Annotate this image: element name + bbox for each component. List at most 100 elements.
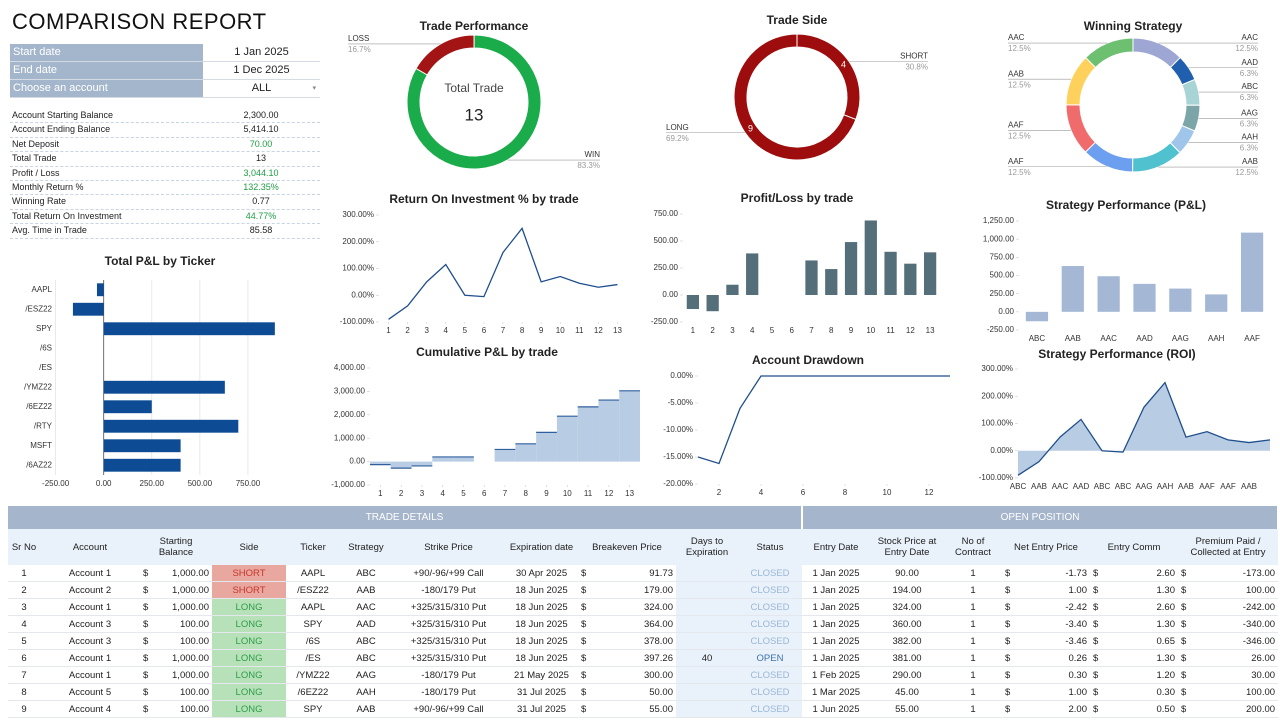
x-tick-label: 7 (501, 326, 506, 335)
table-cell: 290.00 (870, 666, 944, 684)
currency-symbol: $ (1005, 703, 1011, 715)
currency-symbol: $ (1181, 584, 1187, 596)
cell-value: 0.30 (1068, 669, 1088, 681)
slice-name: LONG (666, 123, 689, 132)
cell-value: 55.00 (649, 703, 673, 715)
slice-percent: 12.5% (1008, 168, 1031, 177)
money-cell: $0.50 (1093, 704, 1175, 715)
table-cell: $100.00 (1178, 683, 1279, 701)
cell-value: 18 Jun 2025 (515, 584, 568, 596)
column-header: Entry Comm (1090, 529, 1178, 565)
table-cell (676, 581, 738, 599)
currency-symbol: $ (1005, 669, 1011, 681)
cell-value: -346.00 (1242, 635, 1276, 647)
chart-title: Winning Strategy (1084, 19, 1183, 33)
cell-value: 1.00 (1068, 584, 1088, 596)
money-cell: $ -3.46 (1005, 636, 1087, 647)
column-header: Ticker (286, 529, 340, 565)
currency-symbol: $ (1093, 618, 1099, 630)
chart-title: Strategy Performance (P&L) (1046, 198, 1206, 212)
money-cell: $55.00 (581, 704, 673, 715)
bar (923, 252, 937, 295)
cell-value: -173.00 (1242, 567, 1276, 579)
money-cell: $1.00 (1005, 585, 1087, 596)
table-cell: +325/315/310 Put (392, 649, 505, 667)
table-cell: $ -1.73 (1002, 565, 1090, 582)
stat-row: Profit / Loss 3,044.10 (10, 167, 320, 181)
table-cell: CLOSED (738, 581, 802, 599)
x-tick-label: 5 (461, 489, 466, 498)
x-tick-label: ABC (1115, 482, 1132, 491)
slice-percent: 69.2% (666, 134, 689, 143)
area (1018, 382, 1270, 476)
cell-value: LONG (235, 686, 263, 698)
table-cell: CLOSED (738, 666, 802, 684)
table-cell: /ESZ22 (286, 581, 340, 599)
bar (825, 269, 838, 295)
donut-slice (796, 33, 861, 121)
cell-value: 1 (21, 567, 27, 579)
y-tick-label: -20.00% (663, 479, 693, 488)
table-cell: $100.00 (140, 683, 212, 701)
y-tick-label: -5.00% (668, 398, 693, 407)
currency-symbol: $ (1093, 686, 1099, 698)
chart-title: Strategy Performance (ROI) (1038, 347, 1195, 361)
filter-row: End date 1 Dec 2025 (10, 62, 320, 80)
cell-value: 2 (21, 584, 27, 596)
slice-name: AAF (1008, 121, 1024, 130)
x-tick-label: 8 (843, 488, 848, 497)
cell-value: 1.30 (1156, 652, 1176, 664)
table-cell: Account 3 (40, 615, 140, 633)
cell-value: 90.00 (895, 567, 919, 579)
cell-value: 381.00 (892, 652, 922, 664)
cell-value: CLOSED (750, 584, 790, 596)
filter-value[interactable]: ALL ▾ (203, 80, 320, 97)
y-tick-label: 250.00 (990, 289, 1015, 298)
x-tick-label: 1 (386, 326, 391, 335)
cell-value: 1.30 (1156, 584, 1176, 596)
table-cell: SHORT (212, 581, 286, 599)
money-cell: $0.30 (1005, 670, 1087, 681)
x-tick-label: 250.00 (140, 479, 165, 488)
y-tick-label: /6S (40, 343, 52, 352)
x-tick-label: 4 (440, 489, 445, 498)
currency-symbol: $ (581, 652, 587, 664)
table-cell: 9 (8, 700, 40, 718)
money-cell: $1.20 (1093, 670, 1175, 681)
cell-value: 8 (21, 686, 27, 698)
cell-value: 2.60 (1156, 601, 1176, 613)
stat-value: 85.58 (249, 225, 273, 236)
y-tick-label: -10.00% (663, 425, 693, 434)
table-cell: $ -340.00 (1178, 615, 1279, 633)
table-cell: $1.30 (1090, 581, 1178, 599)
x-tick-label: 500.00 (188, 479, 213, 488)
slice-percent: 12.5% (1235, 44, 1258, 53)
x-tick-label: 10 (563, 489, 572, 498)
line (388, 227, 618, 320)
table-cell: SPY (286, 700, 340, 718)
cell-value: 1.20 (1156, 669, 1176, 681)
stat-label: Monthly Return % (12, 181, 84, 192)
cell-value: CLOSED (750, 686, 790, 698)
cell-value: 1 Jan 2025 (812, 584, 860, 596)
bar (686, 295, 700, 310)
y-tick-label: 0.00 (662, 290, 678, 299)
cell-value: AAD (356, 618, 376, 630)
currency-symbol: $ (143, 601, 149, 613)
bar (884, 251, 897, 295)
currency-symbol: $ (581, 703, 587, 715)
table-cell: Account 1 (40, 666, 140, 684)
x-tick-label: 6 (482, 326, 487, 335)
table-cell: LONG (212, 683, 286, 701)
money-cell: $1,000.00 (143, 602, 209, 613)
donut-slice (1181, 78, 1201, 106)
currency-symbol: $ (1093, 635, 1099, 647)
cell-value: Account 1 (68, 601, 112, 613)
currency-symbol: $ (581, 618, 587, 630)
stat-row: Net Deposit 70.00 (10, 138, 320, 153)
group-row: TRADE DETAILS OPEN POSITION (8, 506, 1280, 529)
y-tick-label: 100.00% (342, 264, 374, 273)
money-cell: $1,000.00 (143, 670, 209, 681)
table-cell: $1,000.00 (140, 598, 212, 616)
cell-value: 1 Jan 2025 (812, 567, 860, 579)
